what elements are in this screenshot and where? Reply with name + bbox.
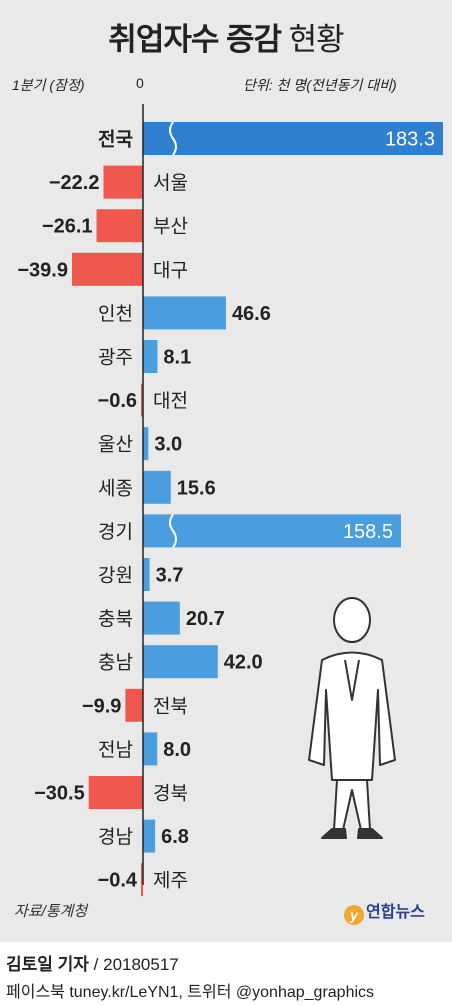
logo-text: 연합뉴스 (366, 904, 425, 921)
data-label: 3.7 (156, 565, 184, 587)
yonhap-logo: y 연합뉴스 (344, 898, 425, 925)
bar (103, 165, 143, 199)
data-label: −26.1 (42, 216, 93, 238)
bar (143, 514, 401, 548)
chart-panel (0, 0, 452, 942)
category-label: 경북 (153, 783, 188, 805)
bars-group: 183.3 전국 −22.2 서울 −26.1 부산 −39.9 대구 46.6 인천 8.1 광주 −… (17, 121, 443, 897)
data-label: −22.2 (49, 172, 100, 194)
bar (143, 122, 443, 155)
bar (141, 383, 143, 417)
category-label: 전북 (153, 695, 188, 717)
category-label: 울산 (98, 434, 133, 456)
man-head (333, 597, 371, 643)
source-label: 자료/통계청 (14, 903, 88, 920)
category-label: 충남 (98, 652, 133, 674)
data-label: 42.0 (224, 652, 263, 674)
data-label: 183.3 (385, 129, 435, 151)
data-label: −9.9 (82, 695, 121, 717)
category-label: 전국 (98, 129, 133, 151)
data-label: 46.6 (232, 303, 271, 325)
byline: 김토일 기자 / 20180517 (6, 950, 179, 975)
data-label: −0.6 (98, 390, 137, 412)
data-label: 15.6 (177, 477, 216, 499)
bar (125, 688, 143, 722)
bar (143, 470, 171, 504)
zero-label: 0 (136, 75, 144, 91)
title-light: 현황 (288, 22, 345, 57)
category-label: 경기 (98, 521, 133, 543)
byline-date: / 20180517 (93, 955, 179, 974)
category-label: 경남 (98, 826, 133, 848)
axis-break-mark (169, 513, 177, 548)
man-collar (344, 659, 360, 701)
category-label: 강원 (98, 565, 133, 587)
category-label: 세종 (98, 477, 133, 499)
data-label: −0.4 (98, 870, 138, 892)
axis-break-mark (169, 121, 177, 156)
category-label: 광주 (98, 347, 133, 369)
bar (143, 601, 180, 635)
category-label: 대전 (153, 390, 188, 412)
man-illustration (308, 597, 396, 839)
unit-label: 단위: 천 명(전년동기 대비) (243, 77, 397, 93)
byline-author: 김토일 기자 (6, 955, 89, 974)
data-label: 3.0 (154, 434, 182, 456)
bar (143, 427, 149, 461)
category-label: 부산 (153, 216, 188, 238)
data-label: 20.7 (186, 608, 225, 630)
man-legs (333, 779, 371, 831)
bar (71, 252, 143, 286)
logo-icon: y (344, 905, 364, 925)
category-label: 대구 (153, 259, 188, 281)
title-bold: 취업자수 증감 (108, 22, 282, 57)
category-label: 전남 (98, 739, 133, 761)
category-label: 충북 (98, 608, 133, 630)
data-label: 8.0 (163, 739, 191, 761)
man-shoes (321, 828, 383, 839)
data-label: 8.1 (163, 347, 191, 369)
bar (143, 819, 156, 853)
data-label: 158.5 (343, 521, 393, 543)
period-label: 1분기 (잠정) (12, 77, 85, 93)
social-links: 페이스북 tuney.kr/LeYN1, 트위터 @yonhap_graphic… (6, 984, 375, 1001)
bar (143, 296, 226, 330)
bar (143, 732, 158, 766)
bar (143, 340, 158, 373)
man-torso (308, 651, 396, 781)
data-label: −39.9 (17, 259, 68, 281)
chart-title: 취업자수 증감 현황 (0, 14, 452, 59)
bar (141, 863, 143, 897)
category-label: 인천 (98, 303, 133, 325)
bar (96, 209, 143, 243)
data-label: −30.5 (34, 783, 85, 805)
category-label: 제주 (153, 870, 188, 892)
category-label: 서울 (153, 172, 188, 194)
data-label: 6.8 (161, 826, 189, 848)
bar (143, 558, 150, 591)
bar-chart: 183.3 전국 −22.2 서울 −26.1 부산 −39.9 대구 46.6 인천 8.1 광주 −… (17, 104, 443, 897)
bar (143, 645, 218, 679)
bar (88, 776, 143, 809)
